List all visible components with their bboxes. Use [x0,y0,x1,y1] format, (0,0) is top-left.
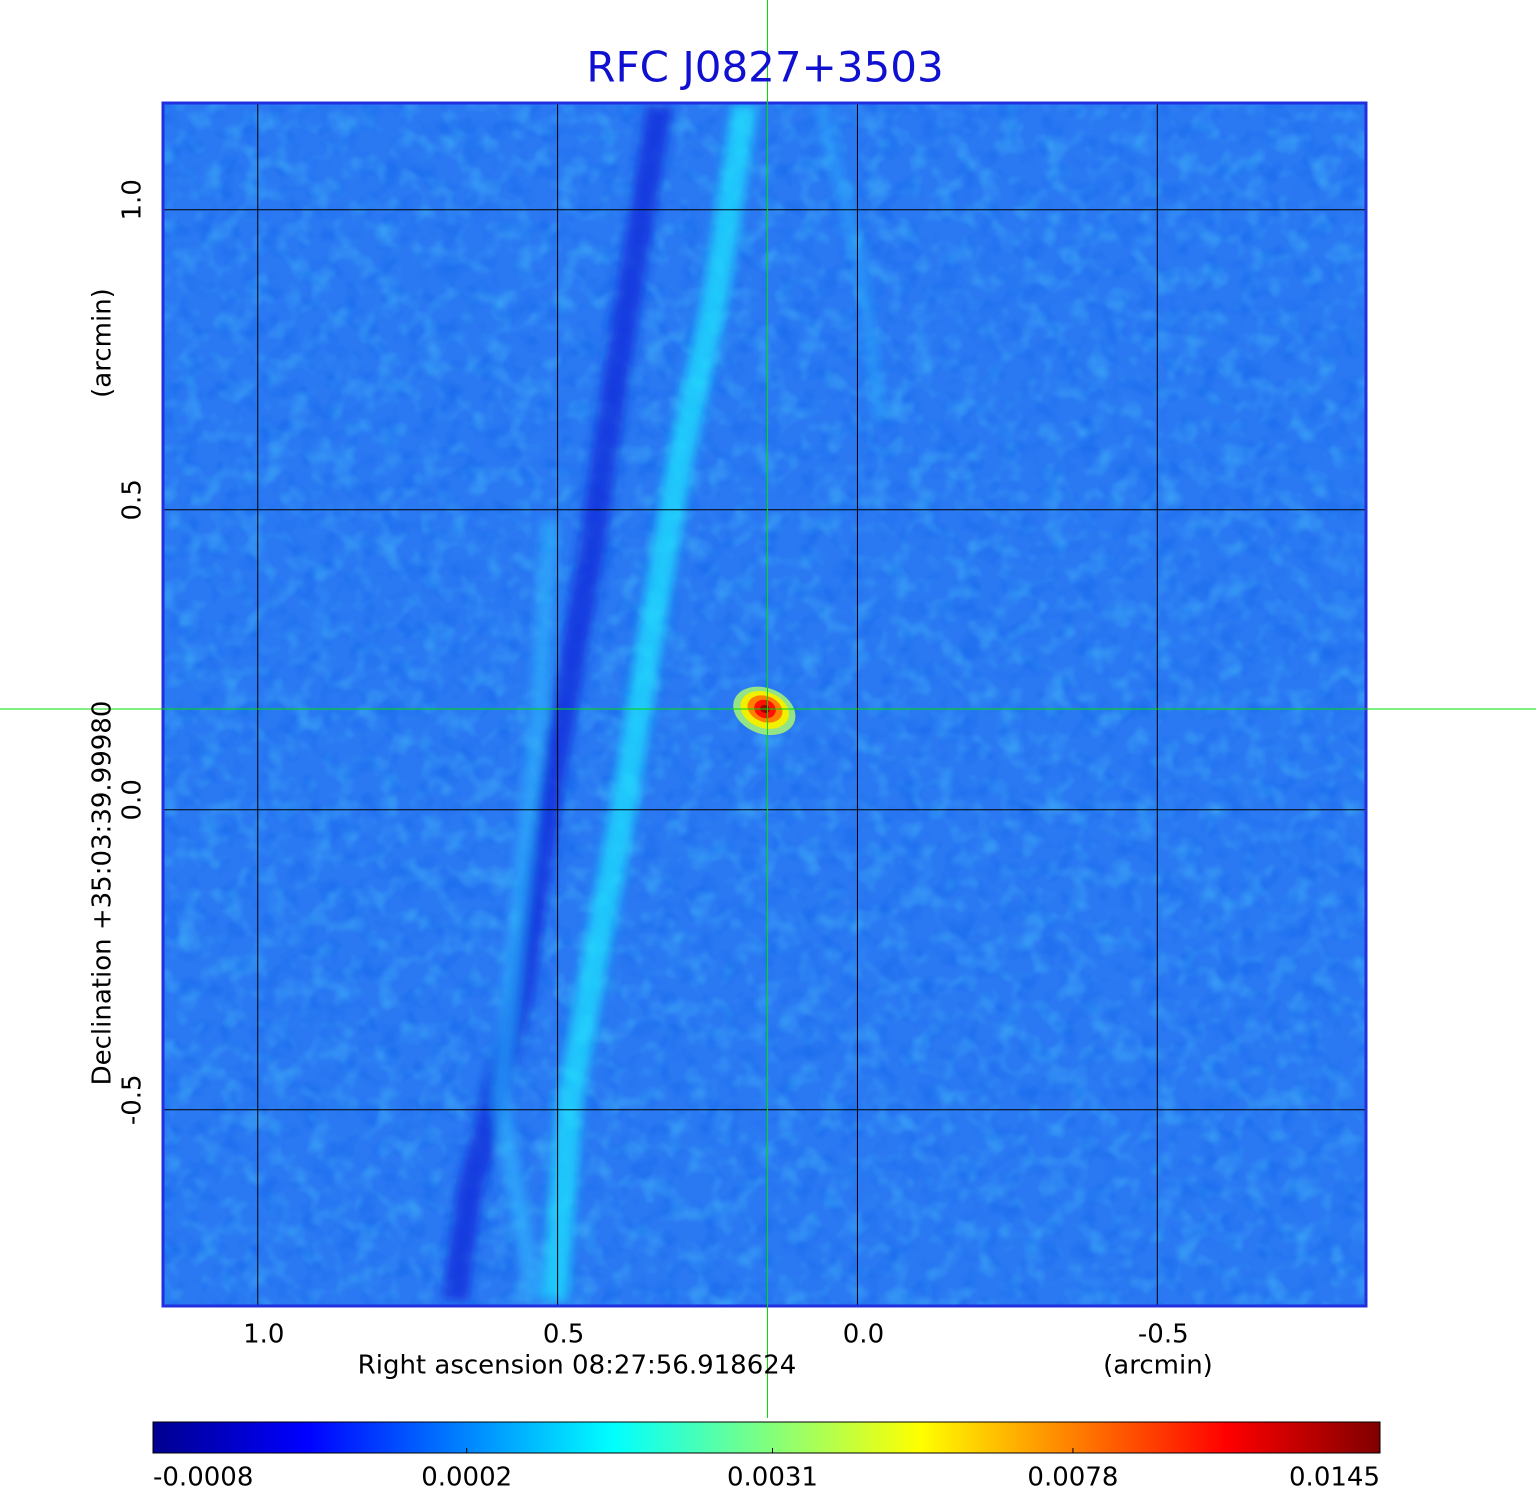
colorbar-tick-label: 0.0002 [421,1463,512,1493]
colorbar [152,1421,1381,1454]
plot-frame [161,101,1368,1308]
x-tick-label: 1.0 [243,1320,284,1350]
image-features [442,103,887,1302]
y-axis-label: Declination +35:03:39.99980 [88,701,118,1086]
x-tick-label: 0.0 [843,1320,884,1350]
colorbar-tick-label: 0.0078 [1027,1463,1118,1493]
x-tick-label: 0.5 [543,1320,584,1350]
crosshair [0,0,1536,1418]
y-tick-label: 1.0 [118,179,148,220]
image [163,103,1366,1306]
y-tick-label: 0.0 [118,779,148,820]
x-axis-unit: (arcmin) [1103,1351,1213,1381]
y-axis-unit: (arcmin) [88,288,118,398]
colorbar-tick-label: -0.0008 [153,1463,253,1493]
y-tick-label: 0.5 [118,479,148,520]
x-axis-label: Right ascension 08:27:56.918624 [358,1351,797,1381]
chart-title: RFC J0827+3503 [586,43,943,92]
colorbar-tick-label: 0.0145 [1289,1463,1380,1493]
y-tick-label: -0.5 [118,1074,148,1125]
colorbar-tick-label: 0.0031 [727,1463,818,1493]
grid [163,103,1366,1306]
x-tick-label: -0.5 [1138,1320,1189,1350]
